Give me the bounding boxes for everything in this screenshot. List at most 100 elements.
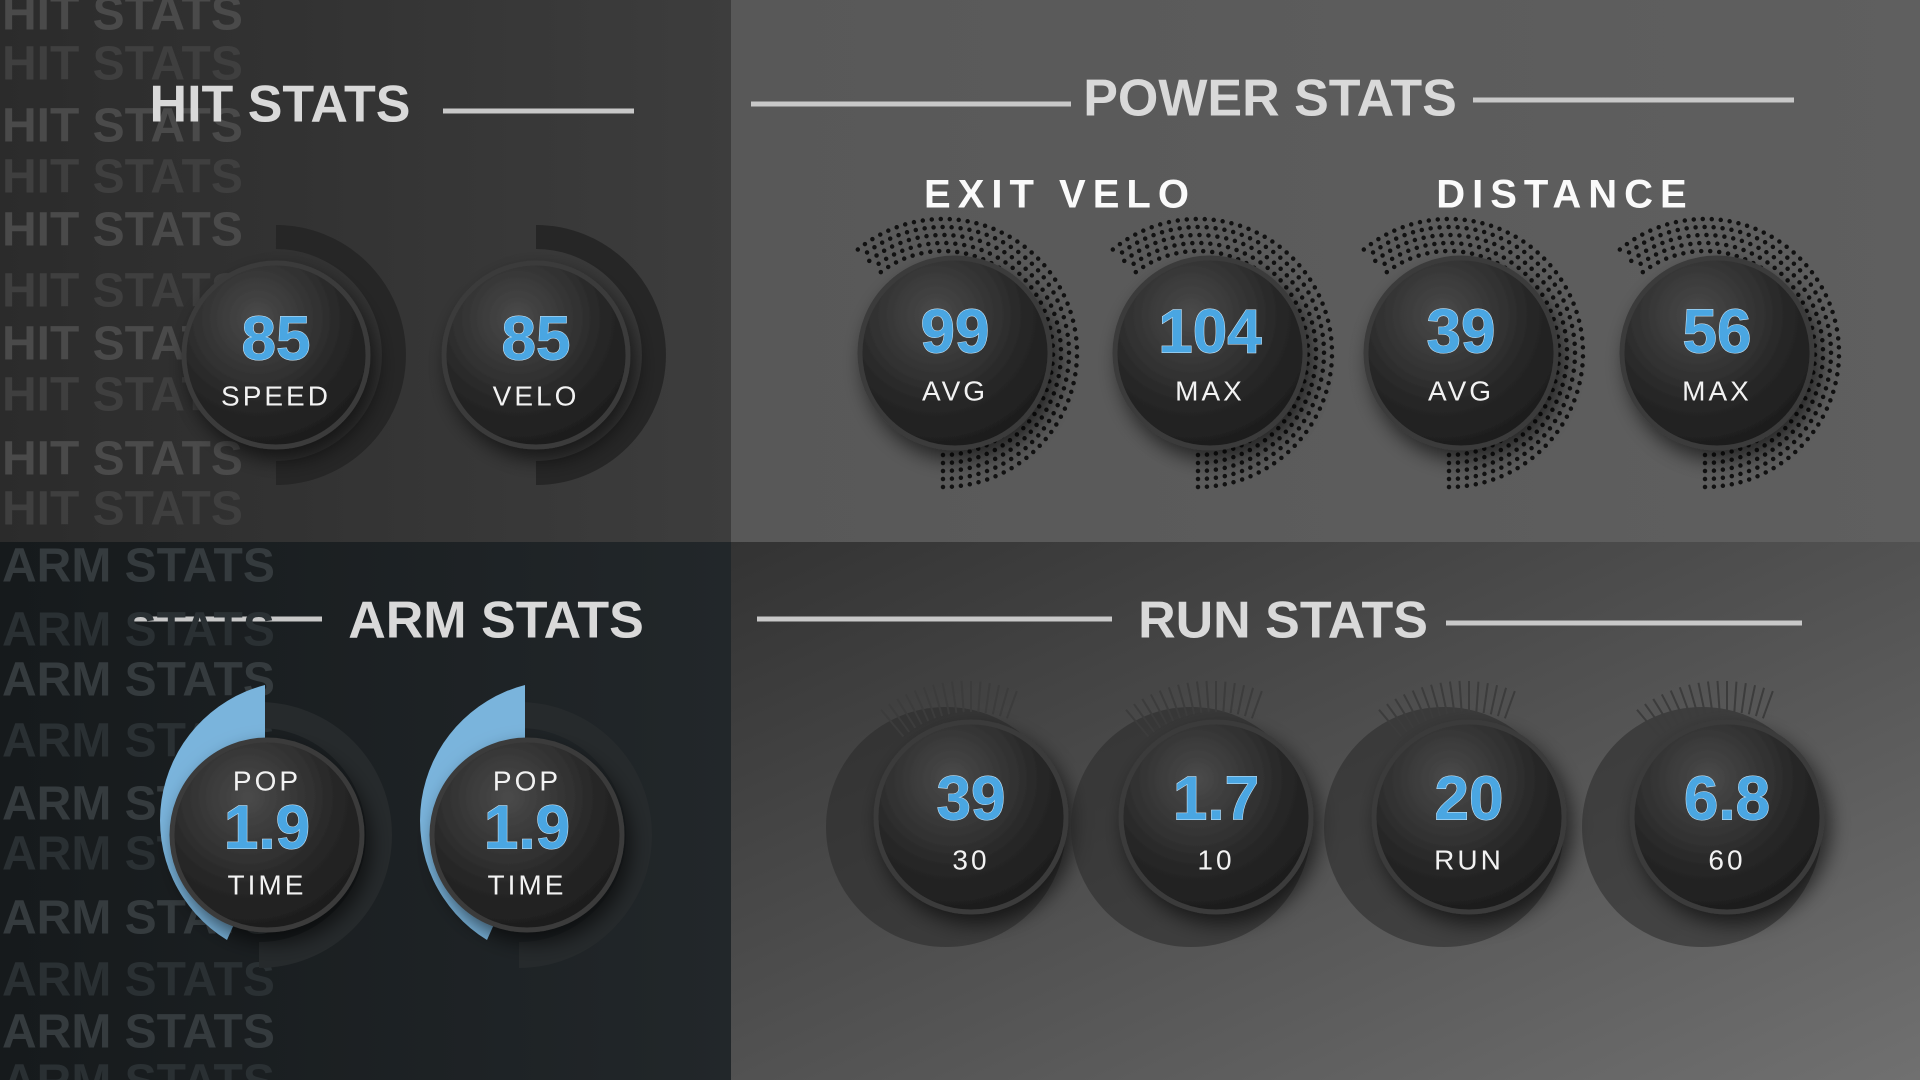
watermark: ARM STATS: [2, 954, 275, 1007]
gauge-top: POP: [233, 765, 301, 796]
hatch: [1133, 703, 1156, 733]
dot-arc: [1130, 248, 1303, 458]
gauge-value: 56: [1683, 297, 1752, 366]
hatch: [904, 693, 923, 725]
dot-arc: [1616, 216, 1842, 490]
hatch: [1205, 680, 1210, 713]
hatch: [932, 684, 944, 717]
hatch: [1005, 690, 1018, 719]
gauge-value: 85: [502, 304, 571, 373]
watermark: ARM STATS: [2, 540, 275, 593]
gauge-label: SPEED: [221, 380, 331, 411]
gauge-value: 6.8: [1684, 764, 1770, 833]
hatch: [1229, 682, 1236, 714]
dot-arc: [1114, 224, 1327, 482]
gauge-ring: [535, 225, 666, 485]
hatch: [1141, 698, 1162, 729]
watermark: ARM STATS: [2, 654, 275, 707]
section-title: ARM STATS: [348, 592, 644, 650]
gauge-face: [1371, 719, 1567, 915]
hatch: [960, 680, 965, 713]
group-title: EXIT VELO: [924, 173, 1196, 217]
section-title: RUN STATS: [1138, 592, 1428, 650]
dot-arc: [1370, 232, 1570, 474]
gauge-label: MAX: [1175, 375, 1245, 406]
dot-arc: [1632, 240, 1818, 466]
dot-arc: [870, 240, 1056, 466]
hatch: [1747, 684, 1757, 715]
gauge-value: 99: [921, 297, 990, 366]
hatch: [913, 690, 930, 722]
watermark: HIT STATS: [2, 483, 243, 536]
hatch: [1394, 698, 1415, 729]
hatch: [977, 681, 982, 713]
dot-arc: [1125, 240, 1311, 466]
hatch: [1669, 690, 1686, 722]
hatch: [1448, 681, 1456, 714]
watermark: HIT STATS: [2, 100, 243, 153]
gauge-face: [181, 260, 371, 450]
hatch: [941, 682, 951, 715]
gauge-face: [169, 737, 365, 933]
hatch: [1177, 684, 1189, 717]
gauge-face: [429, 737, 625, 933]
hatch: [1740, 682, 1747, 714]
dot-arc: [1360, 216, 1586, 490]
watermark: HIT STATS: [2, 0, 243, 41]
hatch: [922, 686, 937, 719]
gauge-value: 104: [1158, 297, 1262, 366]
dot-arc: [1637, 248, 1810, 458]
hatch: [1754, 687, 1766, 717]
watermark: ARM STATS: [2, 1056, 275, 1080]
hatch: [1430, 684, 1442, 717]
hatch: [1222, 681, 1227, 713]
watermark: ARM STATS: [2, 1006, 275, 1059]
hatch: [950, 681, 958, 714]
hatch: [1458, 680, 1463, 713]
gauge-value: 1.9: [224, 793, 310, 862]
gauge-ring: [258, 702, 392, 968]
hatch: [1250, 690, 1263, 719]
dot-arc: [1621, 224, 1834, 482]
gauge-label: TIME: [228, 869, 307, 900]
gauge-label: 30: [952, 844, 989, 875]
gauge-value: 1.9: [484, 793, 570, 862]
gauge-label: VELO: [493, 380, 580, 411]
hatch: [1688, 684, 1700, 717]
gauge-face: [441, 260, 631, 450]
hatch: [1660, 693, 1679, 725]
hatch: [1420, 686, 1435, 719]
dot-arc: [1109, 216, 1335, 490]
gauge-label: MAX: [1682, 375, 1752, 406]
gauge-label: TIME: [488, 869, 567, 900]
hatch: [1697, 682, 1707, 715]
hatch: [1678, 686, 1693, 719]
dot-arc: [1365, 224, 1578, 482]
hatch: [1125, 709, 1150, 738]
dot-arc: [859, 224, 1072, 482]
hatch: [1158, 690, 1175, 722]
hatch: [1644, 703, 1667, 733]
hatch: [1761, 690, 1774, 719]
hatch: [1402, 693, 1421, 725]
hatch: [1503, 690, 1516, 719]
gauge-value: 39: [937, 764, 1006, 833]
dot-arc: [1626, 232, 1826, 474]
dot-arc: [1381, 248, 1554, 458]
hatch: [880, 709, 905, 738]
gauge-value: 85: [242, 304, 311, 373]
hatch: [1167, 686, 1182, 719]
hatch: [1733, 681, 1738, 713]
gauge-face: [1629, 719, 1825, 915]
gauge-face: [873, 719, 1069, 915]
hatch: [984, 682, 991, 714]
hatch: [1475, 681, 1480, 713]
watermark: HIT STATS: [2, 151, 243, 204]
hatch: [991, 684, 1001, 715]
hatch: [1496, 687, 1508, 717]
gauge-ring: [518, 702, 652, 968]
gauge-label: 60: [1708, 844, 1745, 875]
hatch: [896, 698, 917, 729]
hatch: [1243, 687, 1255, 717]
